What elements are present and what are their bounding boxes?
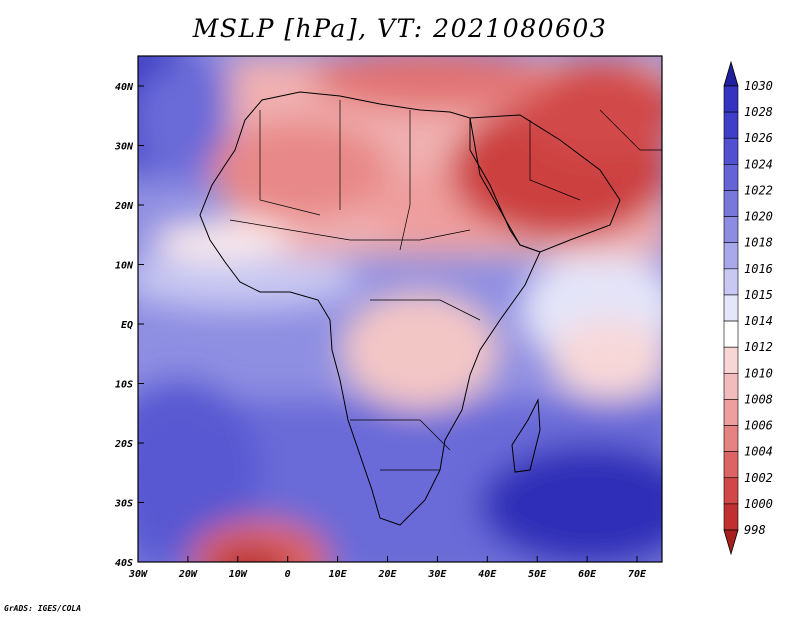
colorbar-box [723,216,739,244]
map-frame [137,55,663,563]
colorbar-box [723,85,739,113]
colorbar-box [723,372,739,400]
colorbar-box [723,164,739,191]
colorbar-top-arrow [723,60,739,87]
lon-tick-label: 50E [528,569,547,580]
colorbar-label: 1022 [744,183,773,197]
lat-tick-label: EQ [121,320,133,331]
longitude-axis: 30W 20W 10W 0 10E 20E 30E 40E 50E 60E 70E [128,556,647,580]
colorbar-label: 1024 [744,157,773,171]
colorbar-box [723,503,739,531]
colorbar-box [723,137,739,165]
chart-title: MSLP [hPa], VT: 2021080603 [192,14,608,43]
colorbar-label: 1008 [744,392,773,406]
colorbar-label: 1028 [744,105,773,119]
colorbar-label: 1004 [744,445,773,459]
colorbar-label: 1015 [744,288,773,302]
colorbar-label: 1000 [744,497,773,511]
colorbar-label: 1018 [744,236,773,250]
lat-tick-label: 40S [115,558,133,569]
colorbar-label: 1016 [744,262,773,276]
colorbar-label: 1020 [744,210,773,224]
colorbar-box [723,268,739,296]
colorbar-label: 1010 [744,366,773,380]
colorbar-box [723,451,739,479]
lon-tick-label: 70E [628,569,647,580]
lat-tick-label: 30N [114,142,134,153]
lon-tick-label: 20W [178,569,198,580]
colorbar-label: 1026 [744,131,773,145]
lon-tick-label: 30W [128,569,148,580]
lon-tick-label: 40E [478,569,497,580]
africa-coastline [199,91,541,526]
colorbar-label: 1012 [744,340,773,354]
lat-tick-label: 40N [115,82,134,93]
lat-tick-label: 20N [114,201,134,212]
lon-tick-label: 10W [229,569,248,580]
footer-credit: GrADS: IGES/COLA [4,604,82,613]
arabia-coastline [469,114,621,253]
colorbar-box [723,425,739,452]
lon-tick-label: 20E [377,569,397,580]
country-borders [229,100,662,471]
colorbar-label: 1030 [744,79,773,93]
colorbar: 1030 1028 1026 1024 1022 1020 1018 1016 1015 1014… [723,60,773,556]
lat-tick-label: 30S [114,499,133,510]
lon-tick-label: 60E [578,569,597,580]
colorbar-box [723,190,739,217]
lon-tick-label: 30E [427,569,447,580]
lon-tick-label: 0 [285,569,291,580]
colorbar-box [723,111,739,139]
latitude-axis: 40N 30N 20N 10N EQ 10S 20S 30S 40S [114,82,144,569]
pressure-field [138,56,662,562]
lat-tick-label: 10N [115,261,134,272]
colorbar-box [723,320,739,348]
lon-tick-label: 10E [329,569,348,580]
colorbar-label: 998 [744,523,766,537]
colorbar-box [723,346,739,374]
colorbar-label: 1002 [744,471,773,485]
lat-tick-label: 20S [114,439,133,450]
colorbar-box [723,477,739,505]
colorbar-label: 1014 [744,314,773,328]
colorbar-label: 1006 [744,419,773,433]
colorbar-box [723,294,739,322]
lat-tick-label: 10S [115,380,133,391]
madagascar [511,398,541,473]
colorbar-box [723,242,739,270]
colorbar-bottom-arrow [723,529,739,556]
colorbar-box [723,399,739,426]
